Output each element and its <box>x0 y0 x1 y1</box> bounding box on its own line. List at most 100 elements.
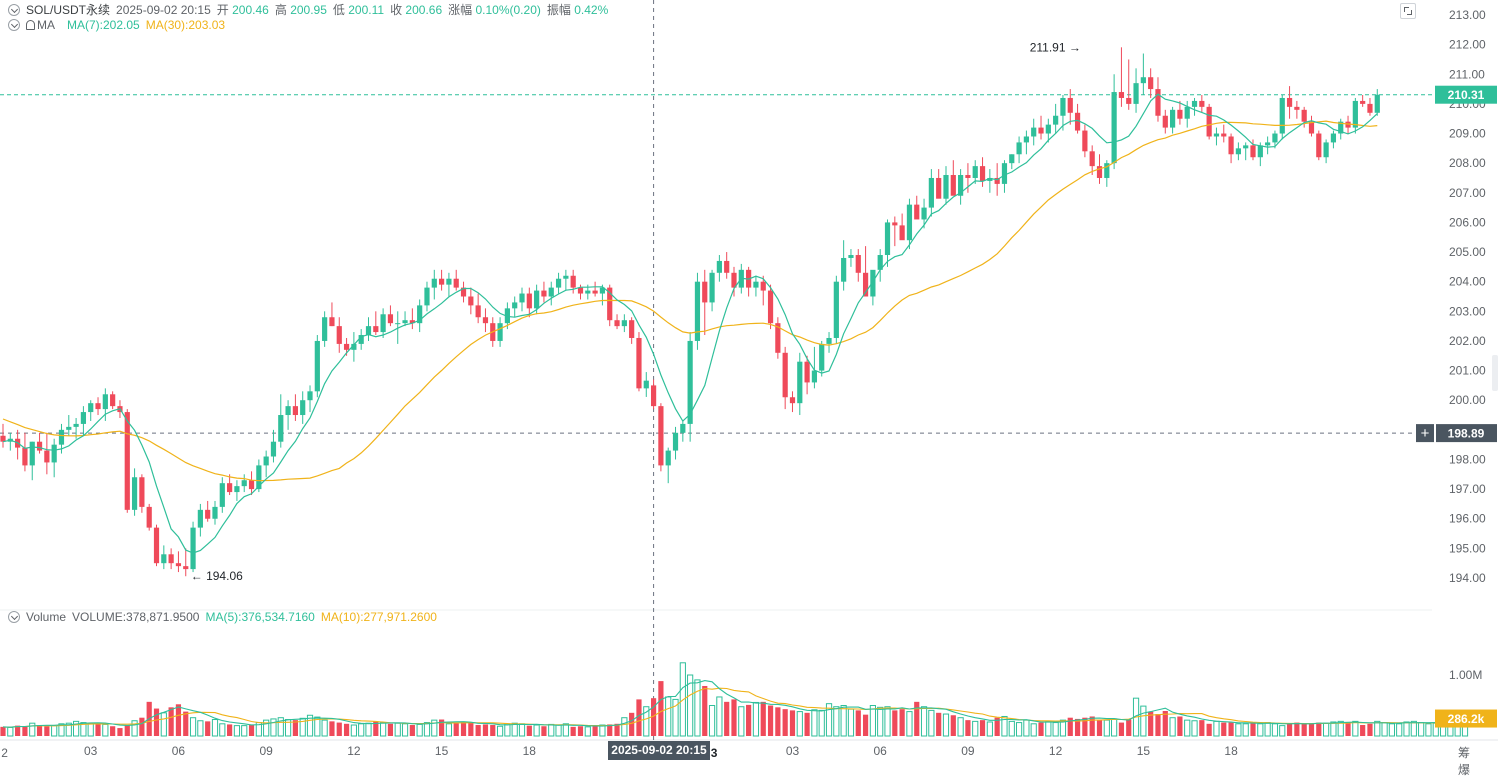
volume-bar <box>782 709 788 736</box>
candle <box>943 166 949 205</box>
volume-bar <box>22 726 28 736</box>
candle <box>336 317 342 353</box>
time-tick-label: 15 <box>434 744 449 758</box>
candle-body <box>183 566 189 570</box>
ma7-value: MA(7):202.05 <box>67 18 140 32</box>
candle-body <box>22 447 28 466</box>
alert-bell-icon[interactable] <box>26 20 35 30</box>
volume-bar <box>1228 722 1234 736</box>
volume-bar <box>1118 722 1125 736</box>
candle-body <box>66 426 72 430</box>
collapse-chevron-icon[interactable] <box>8 3 20 16</box>
candle-body <box>599 287 606 294</box>
candle <box>373 311 379 336</box>
price-tick-label: 205.00 <box>1449 245 1486 259</box>
volume-bar <box>380 722 387 737</box>
volume-bar <box>482 724 489 736</box>
volume-bar <box>1184 719 1191 737</box>
ma-indicator-name[interactable]: MA <box>37 18 55 32</box>
candle-body <box>848 255 854 258</box>
volume-bar <box>724 701 730 736</box>
candle-datetime: 2025-09-02 20:15 <box>116 2 211 17</box>
volume-indicator-name[interactable]: Volume <box>26 610 67 624</box>
volume-bar <box>665 696 672 737</box>
volume-bar <box>775 707 781 736</box>
candle <box>1228 133 1234 164</box>
candle <box>1133 68 1139 113</box>
candle <box>775 317 781 359</box>
candle-body <box>446 278 452 285</box>
volume-bar <box>87 723 94 737</box>
candle-body <box>862 272 869 297</box>
candle-body <box>365 326 372 336</box>
volume-bar <box>1111 718 1118 737</box>
candle <box>1060 95 1066 131</box>
candle-body <box>131 477 138 510</box>
volume-bar <box>1352 720 1359 737</box>
ma-collapse-chevron-icon[interactable] <box>8 19 20 31</box>
candle-body <box>212 506 218 519</box>
candle <box>767 284 774 330</box>
candle-body <box>336 326 342 344</box>
candle-body <box>585 290 591 294</box>
candle-body <box>373 326 379 333</box>
volume-bar <box>219 723 226 737</box>
volume-bar <box>614 723 620 736</box>
candle-body <box>256 465 262 490</box>
candle <box>1031 118 1037 146</box>
candle <box>1367 97 1373 116</box>
candle-body <box>285 406 291 416</box>
volume-bar <box>555 724 562 737</box>
price-tick-label: 197.00 <box>1449 482 1486 496</box>
plus-icon[interactable]: + <box>1421 425 1430 442</box>
candle <box>855 249 861 282</box>
volume-bar <box>183 711 189 736</box>
last-volume-value: 286.2k <box>1448 712 1485 726</box>
candle-body <box>409 320 415 324</box>
crosshair-add-button[interactable] <box>1416 424 1434 443</box>
candle <box>417 299 423 333</box>
candle-body <box>833 281 839 338</box>
candle-body <box>1286 97 1293 107</box>
candle <box>1206 103 1212 140</box>
volume-bar <box>51 725 58 737</box>
volume-bar <box>511 722 518 737</box>
candle <box>1118 47 1125 107</box>
candle-body <box>870 269 876 297</box>
candle <box>928 169 934 217</box>
candle <box>870 269 876 306</box>
candle <box>629 317 635 344</box>
volume-bar <box>439 719 445 736</box>
candle <box>380 308 386 338</box>
candle-body <box>1104 163 1110 178</box>
chart-tools[interactable]: 筹 爆 <box>1458 746 1481 777</box>
fullscreen-icon[interactable] <box>1400 3 1416 19</box>
candle-body <box>629 320 635 338</box>
candle-body <box>687 340 693 424</box>
price-tick-label: 208.00 <box>1449 156 1486 170</box>
price-tick-label: 206.00 <box>1449 215 1486 229</box>
candle <box>351 332 357 362</box>
candle <box>409 308 415 330</box>
candle-body <box>460 287 467 297</box>
price-legend: SOL/USDT永续 2025-09-02 20:15 开 200.46 高 2… <box>8 1 608 18</box>
volume-bar <box>139 717 145 736</box>
candle <box>1045 118 1051 143</box>
candle <box>205 500 211 522</box>
candle <box>687 332 693 442</box>
candle <box>1374 89 1380 116</box>
time-tick-label: 06 <box>171 744 186 758</box>
candle <box>819 340 825 377</box>
candle <box>841 240 847 291</box>
candle-body <box>58 429 65 445</box>
candle <box>1074 103 1081 134</box>
volume-collapse-chevron-icon[interactable] <box>8 611 20 623</box>
volume-bar <box>358 723 365 737</box>
volume-bar <box>270 718 277 737</box>
candle-body <box>979 166 986 181</box>
candle <box>278 394 284 448</box>
right-panel-handle[interactable] <box>1492 355 1498 391</box>
candle <box>1177 100 1183 125</box>
volume-bar <box>906 711 913 737</box>
